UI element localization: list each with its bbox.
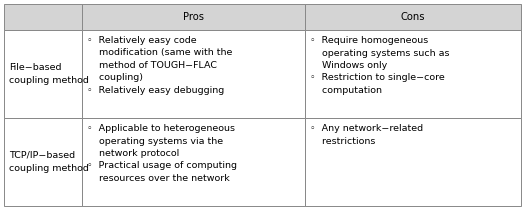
Text: Pros: Pros [183, 12, 204, 22]
Text: ◦  Applicable to heterogeneous
    operating systems via the
    network protoco: ◦ Applicable to heterogeneous operating … [87, 124, 237, 183]
Bar [82, 30, 305, 118]
Text: ◦  Require homogeneous
    operating systems such as
    Windows only
◦  Restric: ◦ Require homogeneous operating systems … [310, 36, 449, 95]
Text: TCP/IP−based
coupling method: TCP/IP−based coupling method [9, 151, 89, 173]
Bar [4, 4, 82, 30]
Bar [82, 4, 305, 30]
Bar [305, 30, 521, 118]
Text: Cons: Cons [401, 12, 425, 22]
Bar [82, 118, 305, 206]
Bar [305, 4, 521, 30]
Text: ◦  Relatively easy code
    modification (same with the
    method of TOUGH−FLAC: ◦ Relatively easy code modification (sam… [87, 36, 233, 95]
Text: File−based
coupling method: File−based coupling method [9, 63, 89, 85]
Bar [4, 30, 82, 118]
Text: ◦  Any network−related
    restrictions: ◦ Any network−related restrictions [310, 124, 423, 145]
Bar [305, 118, 521, 206]
Bar [4, 118, 82, 206]
